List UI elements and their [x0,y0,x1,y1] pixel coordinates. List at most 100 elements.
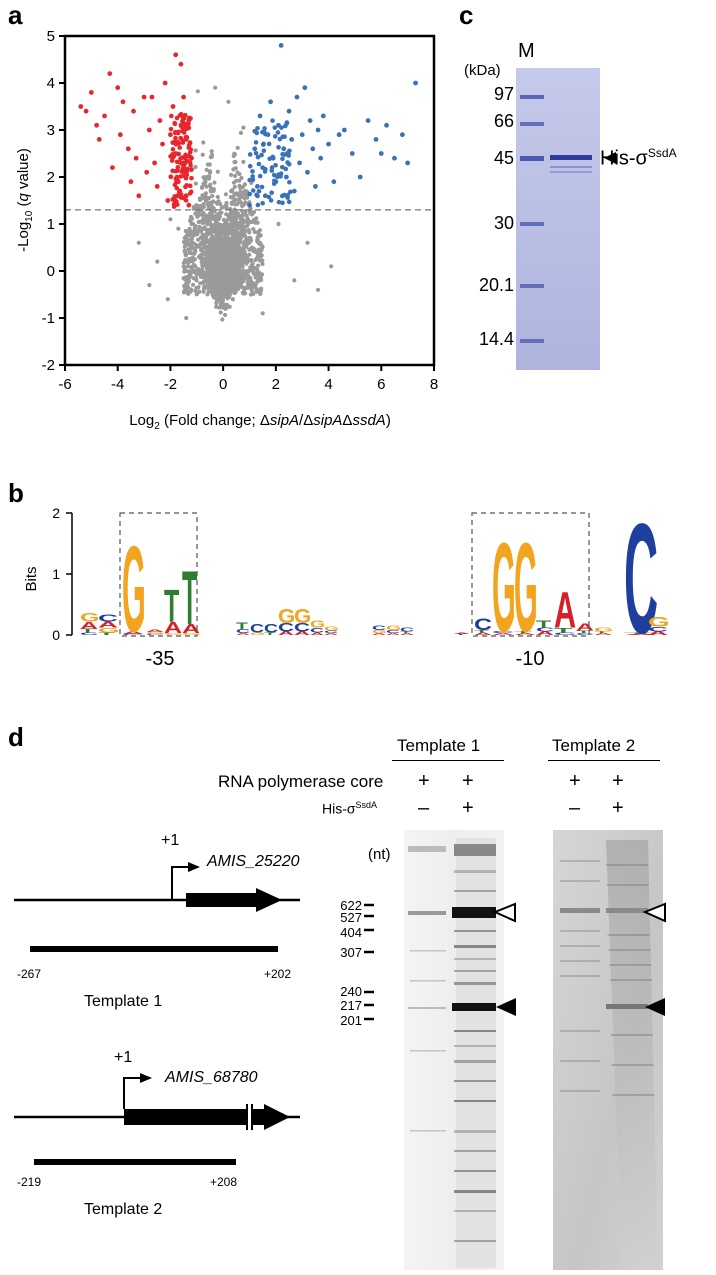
logo-letter-a: A [624,634,658,636]
point-ns [197,203,203,209]
point-ns [243,286,248,291]
point-ns [226,99,231,104]
point-up [265,132,271,138]
point-ns [228,227,233,233]
point-up [254,130,260,136]
point-ns [242,240,247,245]
point-ns [207,255,212,260]
logo-letter-c: C [400,627,414,633]
marker-66: 66 [493,111,514,131]
point-ns [259,286,264,291]
point-ns [201,175,206,180]
logo-letter-g: G [250,632,265,636]
nt-marker-240: 240 [340,984,362,999]
point-ns [239,175,244,180]
point-ns [259,247,264,253]
logo-letter-g: G [182,633,201,636]
point-ns [216,281,222,286]
point-ns [244,244,249,249]
point-ns [243,229,248,234]
point-up [392,155,397,161]
point-down [162,80,168,86]
x-tick-label: 2 [272,376,280,393]
point-ns [214,200,219,205]
point-up [341,127,347,133]
gel-t2-lane2-band217 [606,1004,648,1009]
point-ns [241,278,246,283]
point-up [255,193,260,199]
point-ns [243,200,248,205]
point-ns [225,225,230,230]
filled-arrow-icon [645,998,665,1016]
point-ns [195,231,200,236]
point-ns [231,180,237,185]
point-ns [196,210,201,216]
point-up [280,151,285,157]
x-tick-label: 4 [324,376,332,393]
point-ns [253,258,258,263]
x-tick-label: -6 [58,376,71,393]
point-up [307,118,313,123]
point-ns [191,204,197,210]
point-ns [155,259,160,264]
y-tick-label: 5 [47,28,55,45]
point-up [357,174,363,180]
point-up [288,189,293,195]
point-ns [196,271,201,276]
point-ns [329,264,334,269]
y-tick-label: 4 [47,75,55,92]
point-ns [239,235,244,240]
his-ssda-band [550,155,592,160]
point-ns [194,292,199,297]
point-up [349,151,355,156]
logo-letter-a: A [146,629,164,633]
y-tick-label: 3 [47,122,55,139]
point-ns [237,247,243,252]
point-ns [193,245,198,250]
point-ns [199,185,205,190]
template2-header: Template 2 [552,736,636,755]
y-tick-label: 2 [47,169,55,186]
point-ns [203,259,209,264]
point-ns [305,240,310,245]
point-down [180,140,186,145]
point-ns [136,240,141,245]
x-tick-label: 0 [219,376,227,393]
point-ns [248,292,254,297]
gene1-name: AMIS_25220 [207,853,300,870]
point-up [285,160,290,165]
logo-letter-g: G [372,629,387,634]
point-ns [213,220,218,225]
point-ns [233,278,238,283]
logo-letter-t: T [182,557,197,642]
point-up [267,156,272,162]
gel-t1-lane2-band217 [452,1003,496,1011]
point-ns [207,162,212,167]
point-ns [200,212,205,217]
point-ns [217,291,222,296]
point-ns [238,130,244,135]
logo-letter-a: A [536,630,554,636]
point-up [297,160,302,166]
t2-extra-bands [560,860,655,1096]
logo-letter-c: C [310,627,325,634]
point-ns [204,213,209,218]
logo-letter-c: C [264,622,278,635]
point-ns [168,217,173,222]
logo-letter-g: G [492,516,516,659]
panel-letter-a: a [8,0,23,30]
point-up [276,122,281,128]
gene-diagrams [14,862,300,1165]
point-up [262,193,268,199]
point-ns [213,234,219,239]
point-down [183,184,188,190]
point-up [247,163,253,169]
logo-letter-c: C [372,625,387,632]
point-down [125,146,131,152]
point-ns [200,152,205,157]
logo-letter-t: T [576,630,591,634]
point-ns [251,210,257,215]
gel-t2-lane2-band527 [606,908,648,913]
volcano-plot: -6 -4 -2 0 2 4 6 8 -2 -1 0 1 2 3 4 5 [42,28,439,393]
point-ns [208,155,213,160]
